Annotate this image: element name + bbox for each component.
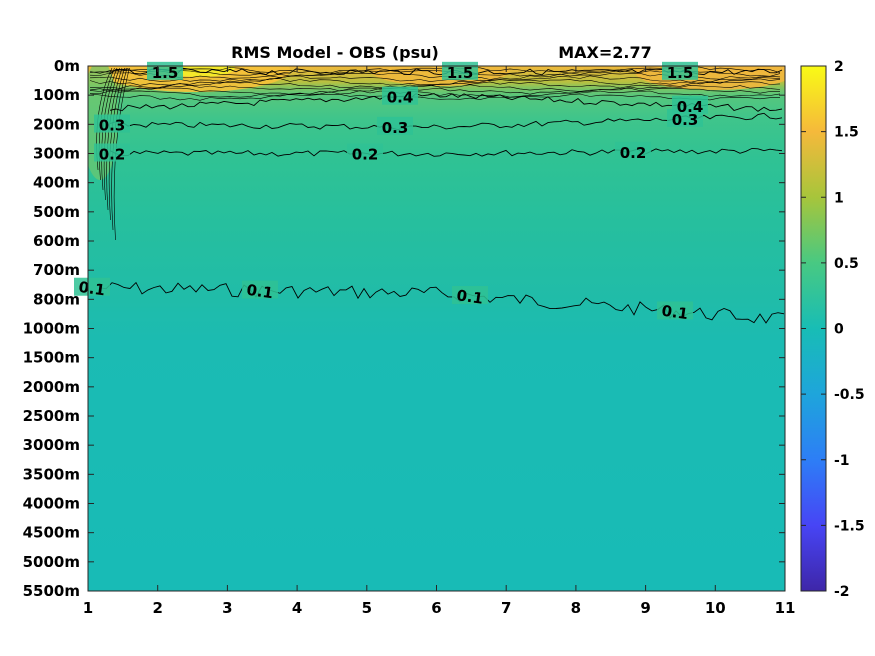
y-tick-label: 4000m — [23, 495, 80, 513]
x-tick-label: 10 — [705, 599, 726, 617]
x-tick-label: 7 — [501, 599, 511, 617]
contour-label: 0.2 — [620, 144, 647, 162]
x-tick-label: 2 — [152, 599, 162, 617]
y-tick-label: 600m — [33, 232, 80, 250]
y-tick-label: 700m — [33, 261, 80, 279]
contour-label: 0.4 — [677, 98, 704, 116]
colorbar-tick-label: 1 — [834, 190, 844, 206]
contour-label-bg — [94, 114, 130, 133]
contour-label-bg — [657, 301, 693, 320]
y-tick-label: 5500m — [23, 582, 80, 600]
edge-contour-line — [108, 67, 125, 221]
contour-label: 1.5 — [152, 64, 179, 82]
contour-label-bg — [94, 143, 130, 162]
contour-label: 0.1 — [455, 286, 484, 308]
colorbar-tick-label: -0.5 — [834, 387, 865, 403]
contour-label-bg — [377, 116, 413, 135]
y-tick-label: 5000m — [23, 553, 80, 571]
x-tick-label: 8 — [571, 599, 581, 617]
surface-contour-line — [89, 75, 781, 83]
contour-label: 0.3 — [382, 119, 409, 137]
contour-label-bg — [242, 280, 278, 299]
surface-contour-line — [89, 90, 781, 98]
contour-label: 0.1 — [660, 302, 689, 324]
colorbar-tick-label: -1 — [834, 453, 850, 469]
x-tick-label: 6 — [431, 599, 441, 617]
contour-label-bg — [382, 86, 418, 105]
y-tick-label: 0m — [54, 57, 80, 75]
contour-label: 0.2 — [99, 146, 126, 164]
x-tick-label: 11 — [775, 599, 796, 617]
surface-contour-line — [89, 93, 781, 101]
contour-label-bg — [347, 143, 383, 162]
y-tick-label: 400m — [33, 174, 80, 192]
y-tick-label: 500m — [33, 203, 80, 221]
contour-label: 1.5 — [447, 64, 474, 82]
colorbar-tick-label: 0.5 — [834, 256, 859, 272]
contour-label-bg — [615, 141, 651, 160]
contour-label-bg — [672, 95, 708, 114]
contour-label-bg — [452, 286, 488, 305]
contour-label: 0.3 — [99, 117, 126, 135]
x-tick-label: 1 — [83, 599, 93, 617]
x-tick-label: 9 — [640, 599, 650, 617]
contour-label: 1.5 — [667, 64, 694, 82]
y-tick-label: 1500m — [23, 349, 80, 367]
x-tick-label: 5 — [362, 599, 372, 617]
contour-label: 0.4 — [387, 89, 414, 107]
surface-contour-line — [89, 87, 781, 95]
colorbar-tick-label: 2 — [834, 59, 844, 75]
edge-contour-line — [106, 67, 123, 211]
colorbar-tick-label: 1.5 — [834, 125, 859, 141]
surface-contour-line — [89, 78, 781, 86]
contour-label-bg — [74, 277, 110, 296]
max-annotation: MAX=2.77 — [558, 43, 652, 62]
contour-label: 0.1 — [77, 278, 106, 300]
y-tick-label: 3500m — [23, 465, 80, 483]
surface-contour-line — [89, 84, 781, 92]
contour-line — [109, 93, 783, 112]
colorbar-tick-label: -2 — [834, 584, 850, 600]
chart-title: RMS Model - OBS (psu) — [231, 43, 439, 62]
y-axis: 0m 100m 200m 300m 400m 500m 600m 700m 800m 1000m 1… — [23, 57, 785, 600]
x-tick-label: 3 — [222, 599, 232, 617]
contour-label: 0.1 — [245, 281, 274, 303]
y-tick-label: 1000m — [23, 320, 80, 338]
y-tick-label: 200m — [33, 115, 80, 133]
y-tick-label: 300m — [33, 145, 80, 163]
y-tick-label: 2000m — [23, 378, 80, 396]
colorbar-tick-label: 0 — [834, 322, 844, 338]
colorbar-ticks: -2 -1.5 -1 -0.5 0 0.5 1 1.5 2 — [801, 59, 865, 600]
colorbar-tick-label: -1.5 — [834, 518, 865, 534]
y-tick-label: 2500m — [23, 407, 80, 425]
x-tick-label: 4 — [292, 599, 302, 617]
x-axis: 1 2 3 4 5 6 7 8 9 10 11 — [83, 66, 796, 617]
y-tick-label: 800m — [33, 290, 80, 308]
contour-label: 0.3 — [672, 111, 699, 129]
contour-label: 0.2 — [352, 146, 379, 164]
y-tick-label: 4500m — [23, 524, 80, 542]
y-tick-label: 100m — [33, 86, 80, 104]
contour-line — [109, 147, 783, 157]
y-tick-label: 3000m — [23, 436, 80, 454]
surface-contour-line — [89, 81, 781, 89]
